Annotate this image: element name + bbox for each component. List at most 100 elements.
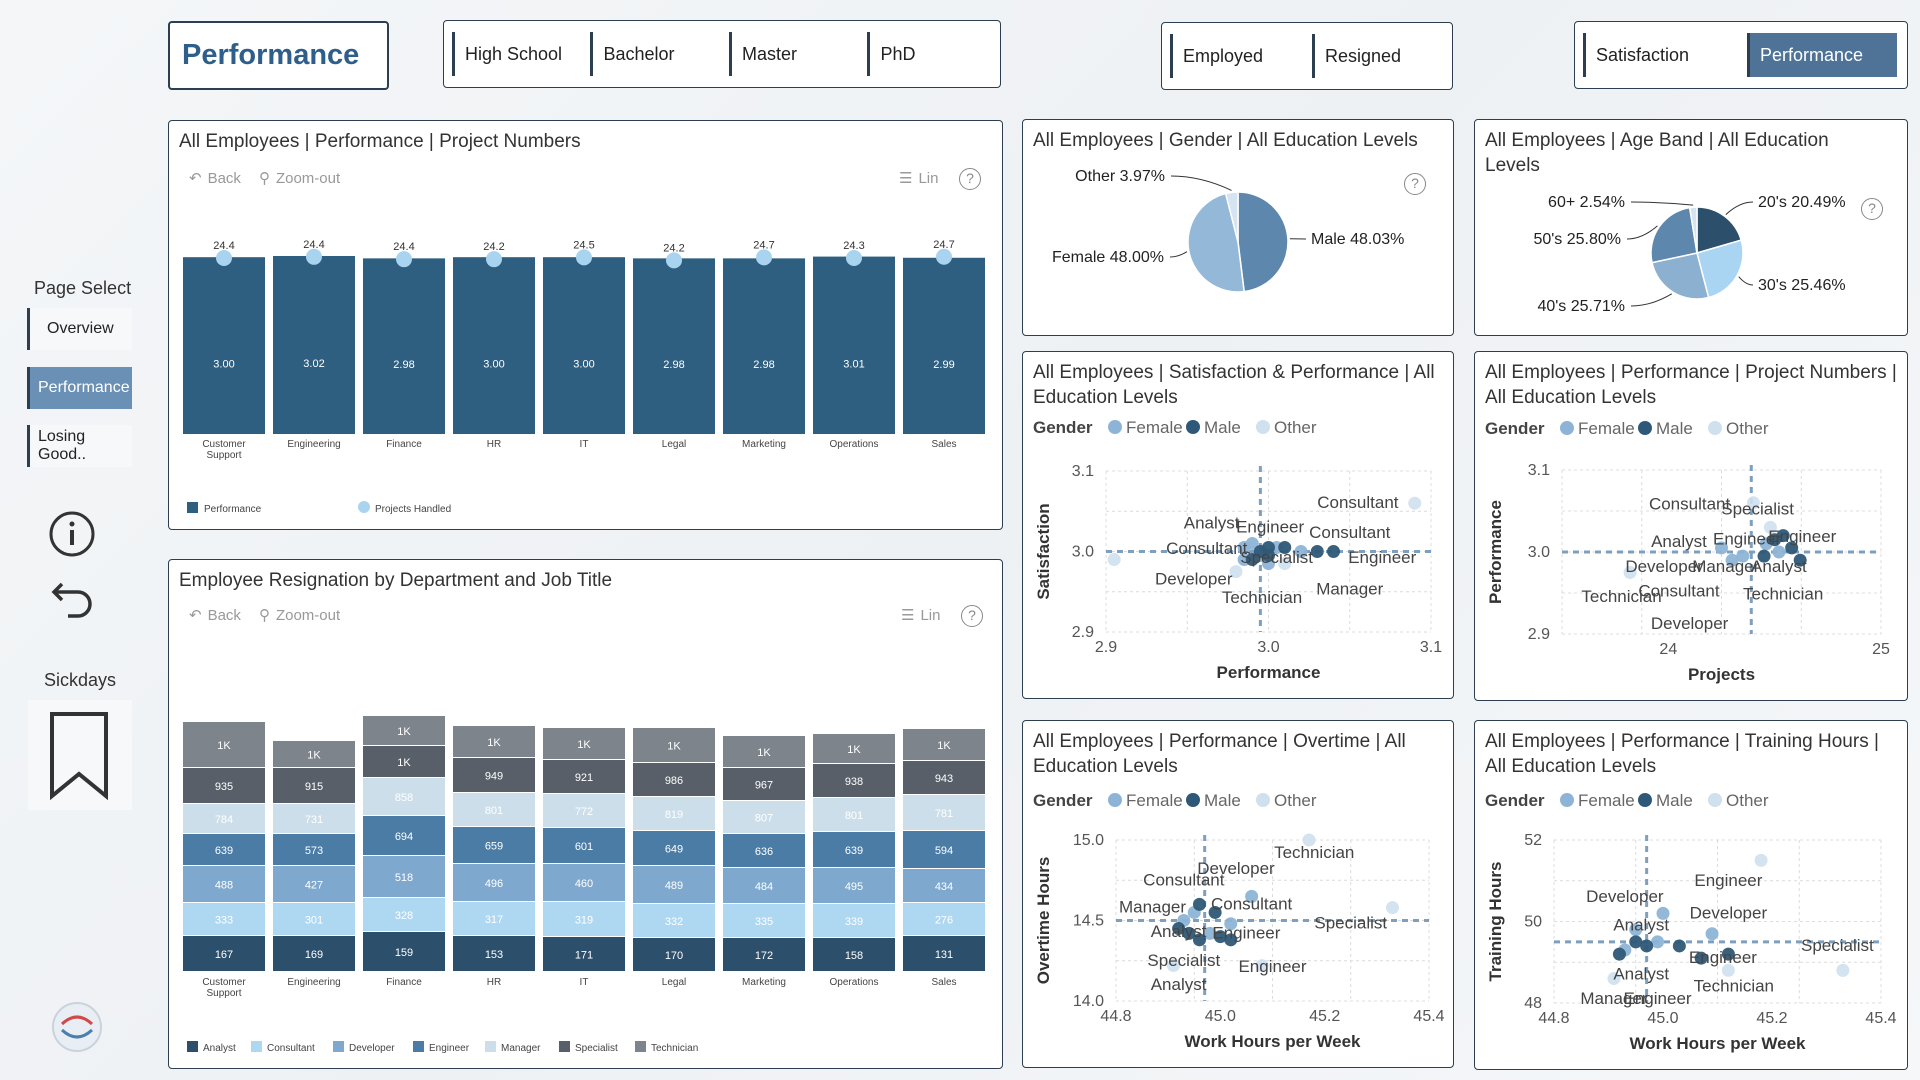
company-logo — [52, 1002, 102, 1052]
scatter-point — [1229, 565, 1243, 579]
legend-swatch — [1186, 793, 1200, 807]
scatter-point — [1736, 549, 1750, 563]
legend-label: Engineer — [429, 1043, 470, 1054]
info-icon[interactable] — [48, 510, 96, 558]
back-button[interactable]: Back — [207, 169, 241, 187]
segment-value-label: 784 — [215, 814, 233, 826]
segment-value-label: 601 — [575, 841, 593, 853]
zoom-out-button[interactable]: Zoom-out — [275, 606, 341, 624]
bar-performance — [273, 256, 355, 434]
legend-label: Specialist — [575, 1043, 618, 1054]
list-icon[interactable]: ☰ — [901, 607, 915, 624]
back-icon[interactable]: ↶ — [189, 607, 202, 624]
scatter-point — [1612, 947, 1626, 961]
slicer-phd[interactable]: PhD — [867, 32, 992, 76]
segment-value-label: 938 — [845, 776, 863, 788]
point-label: Consultant — [1211, 894, 1293, 913]
segment-value-label: 694 — [395, 831, 413, 843]
marker-value-label: 24.2 — [663, 242, 684, 254]
slice-label: 40's 25.71% — [1537, 298, 1625, 315]
bar-value-label: 2.99 — [933, 359, 954, 371]
stack-segment — [183, 834, 265, 865]
point-label: Analyst — [1151, 975, 1207, 994]
bar-performance — [813, 256, 895, 434]
back-icon[interactable]: ↶ — [189, 170, 202, 187]
category-tick-label: HR — [487, 977, 501, 988]
legend-swatch — [251, 1041, 262, 1052]
bar-value-label: 3.00 — [573, 359, 594, 371]
scatter-point — [1754, 853, 1768, 867]
help-icon[interactable]: ? — [959, 168, 981, 190]
back-button[interactable]: Back — [207, 606, 241, 624]
legend-swatch — [1256, 793, 1270, 807]
stack-segment — [363, 778, 445, 815]
zoom-out-icon[interactable]: ⚲ — [258, 607, 270, 624]
bookmark-button[interactable] — [28, 700, 132, 810]
stack-segment — [273, 936, 355, 971]
segment-value-label: 434 — [935, 881, 953, 893]
category-tick-label: HR — [487, 439, 501, 450]
training-scatter: Gender Female Male Other 44.8 45.0 45.2 45.4 52 5… — [1485, 791, 1897, 1053]
help-icon[interactable]: ? — [961, 605, 983, 627]
lin-button[interactable]: Lin — [920, 606, 941, 624]
point-label: Specialist — [1801, 936, 1874, 955]
stack-segment — [543, 902, 625, 936]
segment-value-label: 858 — [395, 792, 413, 804]
undo-icon[interactable] — [48, 570, 96, 618]
y-tick-label: 3.0 — [1528, 544, 1550, 561]
nav-losing-good[interactable]: Losing Good.. — [27, 425, 132, 467]
slicer-employed[interactable]: Employed — [1170, 34, 1306, 78]
scatter-point — [1294, 545, 1308, 558]
scatter-point — [1629, 935, 1643, 949]
help-icon[interactable]: ? — [1404, 173, 1426, 195]
segment-value-label: 801 — [485, 805, 503, 817]
point-label: Technician — [1694, 977, 1774, 996]
scatter-point — [1725, 553, 1739, 567]
slicer-master[interactable]: Master — [728, 32, 861, 76]
marker-projects — [216, 249, 232, 266]
help-icon[interactable]: ? — [1861, 198, 1883, 220]
point-label: Developer — [1197, 859, 1275, 878]
stack-segment — [453, 827, 535, 863]
y-tick-label: 3.1 — [1072, 463, 1094, 480]
zoom-out-icon[interactable]: ⚲ — [258, 170, 270, 187]
stack-segment — [813, 904, 895, 937]
gender-pie-chart: Male 48.03% Female 48.00% Other 3.97% — [1052, 168, 1404, 293]
nav-overview[interactable]: Overview — [27, 308, 132, 350]
category-tick-label: Sales — [931, 977, 956, 988]
slicer-performance[interactable]: Performance — [1747, 33, 1897, 77]
scatter-point — [1203, 926, 1217, 940]
legend-swatch — [413, 1041, 424, 1052]
lin-button[interactable]: Lin — [918, 169, 939, 187]
point-label: Analyst — [1651, 532, 1707, 551]
page-select-heading: Page Select — [34, 278, 132, 298]
list-icon[interactable]: ☰ — [899, 170, 913, 187]
y-tick-label: 15.0 — [1073, 832, 1104, 849]
card-title: All Employees | Performance | Overtime |… — [1033, 731, 1406, 777]
legend-label: Other — [1726, 791, 1769, 810]
sat-perf-scatter: Gender Female Male Other 2.9 3.0 3.1 3.1 3.0 2.9 P… — [1033, 418, 1442, 682]
zoom-out-button[interactable]: Zoom-out — [275, 169, 341, 187]
scatter-point — [1182, 926, 1196, 940]
slicer-high-school[interactable]: High School — [452, 32, 584, 76]
slicer-bachelor[interactable]: Bachelor — [590, 32, 722, 76]
point-label: Technician — [1743, 585, 1823, 604]
scatter-point — [1245, 536, 1259, 550]
nav-performance[interactable]: Performance — [27, 367, 132, 409]
point-label: Developer — [1625, 557, 1703, 576]
segment-value-label: 659 — [485, 841, 503, 853]
marker-value-label: 24.4 — [393, 241, 414, 253]
education-slicer: High School Bachelor Master PhD — [443, 20, 1001, 88]
segment-value-label: 159 — [395, 947, 413, 959]
marker-projects — [306, 248, 322, 265]
segment-value-label: 488 — [215, 880, 233, 892]
stack-segment — [723, 868, 805, 903]
segment-value-label: 158 — [845, 950, 863, 962]
scatter-point — [1213, 930, 1227, 944]
slicer-satisfaction[interactable]: Satisfaction — [1583, 33, 1741, 77]
scatter-point — [1623, 566, 1637, 579]
segment-value-label: 172 — [755, 950, 773, 962]
slicer-resigned[interactable]: Resigned — [1312, 34, 1442, 78]
scatter-point — [1208, 905, 1222, 919]
stack-segment — [183, 804, 265, 833]
